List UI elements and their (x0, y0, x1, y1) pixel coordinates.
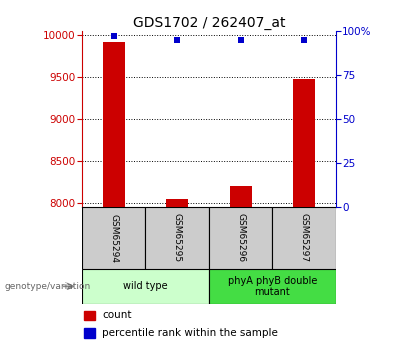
Bar (82, 207, 145, 269)
Text: phyA phyB double
mutant: phyA phyB double mutant (228, 276, 317, 297)
Bar (84, 328, 94, 338)
Text: GSM65294: GSM65294 (109, 214, 118, 263)
Bar (209, 269, 336, 304)
Bar (82, 269, 209, 304)
Bar (166, 199, 188, 207)
Bar (102, 42, 125, 207)
Point (237, 37, 244, 43)
Text: GSM65297: GSM65297 (300, 214, 309, 263)
Text: GSM65295: GSM65295 (173, 214, 182, 263)
Bar (230, 186, 252, 207)
Text: count: count (102, 310, 132, 320)
Title: GDS1702 / 262407_at: GDS1702 / 262407_at (133, 16, 285, 30)
Bar (84, 310, 94, 320)
Point (174, 37, 181, 43)
Text: genotype/variation: genotype/variation (4, 282, 90, 291)
Bar (145, 207, 209, 269)
Text: percentile rank within the sample: percentile rank within the sample (102, 328, 278, 338)
Text: GSM65296: GSM65296 (236, 214, 245, 263)
Bar (273, 207, 336, 269)
Point (301, 37, 307, 43)
Point (110, 33, 117, 39)
Bar (293, 79, 315, 207)
Bar (209, 207, 273, 269)
Text: wild type: wild type (123, 282, 168, 291)
